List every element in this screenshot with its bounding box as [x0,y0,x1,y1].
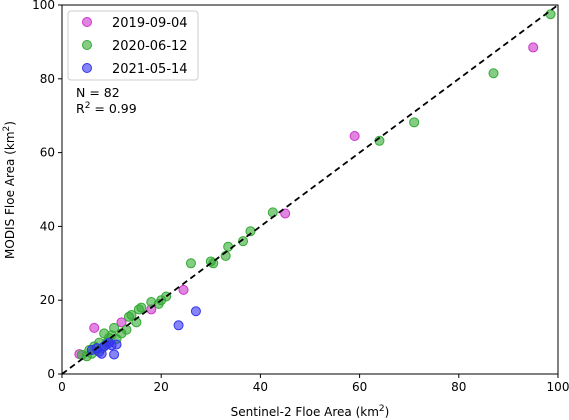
annotation-n: N = 82 [76,85,120,100]
data-point-series-1 [126,309,137,320]
data-point-series-0 [178,284,189,295]
data-point-series-0 [116,317,127,328]
y-tick-label: 60 [40,146,55,160]
annotation-r2: R2 = 0.99 [76,101,137,116]
plot-frame [61,4,559,375]
y-tick-label: 100 [32,0,55,12]
y-tick-label: 40 [40,219,55,233]
x-axis-label: Sentinel-2 Floe Area (km2) [231,404,390,419]
data-point-series-1 [545,9,556,20]
y-tick-label: 80 [40,72,55,86]
data-point-series-2 [111,339,122,350]
legend-marker [82,17,92,27]
x-tick-label: 60 [352,380,367,394]
data-point-series-0 [89,322,100,333]
legend-label: 2020-06-12 [112,39,188,54]
data-point-series-1 [488,68,499,79]
data-point-series-1 [208,258,219,269]
x-tick-label: 20 [154,380,169,394]
y-tick-label: 0 [47,367,55,381]
legend-marker [82,63,92,73]
legend-marker [82,40,92,50]
data-point-series-1 [223,241,234,252]
data-point-series-0 [280,208,291,219]
data-point-series-1 [136,302,147,313]
x-tick-label: 0 [58,380,66,394]
y-axis-ticks: 0 20 40 60 80 100 [32,0,62,381]
one-to-one-line [61,4,559,375]
legend-box [67,10,199,81]
legend-label: 2019-09-04 [112,16,188,31]
data-point-series-2 [173,320,184,331]
data-point-series-1 [109,322,120,333]
data-point-series-0 [528,42,539,53]
data-point-series-1 [238,236,249,247]
y-tick-label: 20 [40,293,55,307]
y-axis-label: MODIS Floe Area (km2) [2,121,17,259]
legend: 2019-09-04 2020-06-12 2021-05-14 [67,10,199,81]
x-tick-label: 80 [451,380,466,394]
data-point-series-1 [409,117,420,128]
data-point-series-0 [349,130,360,141]
data-point-series-2 [109,349,120,360]
data-point-series-2 [190,306,201,317]
x-tick-label: 40 [253,380,268,394]
legend-label: 2021-05-14 [112,62,188,77]
data-point-series-1 [185,258,196,269]
x-axis-ticks: 0 20 40 60 80 100 [58,374,569,394]
x-tick-label: 100 [547,380,569,394]
data-point-series-1 [267,207,278,218]
